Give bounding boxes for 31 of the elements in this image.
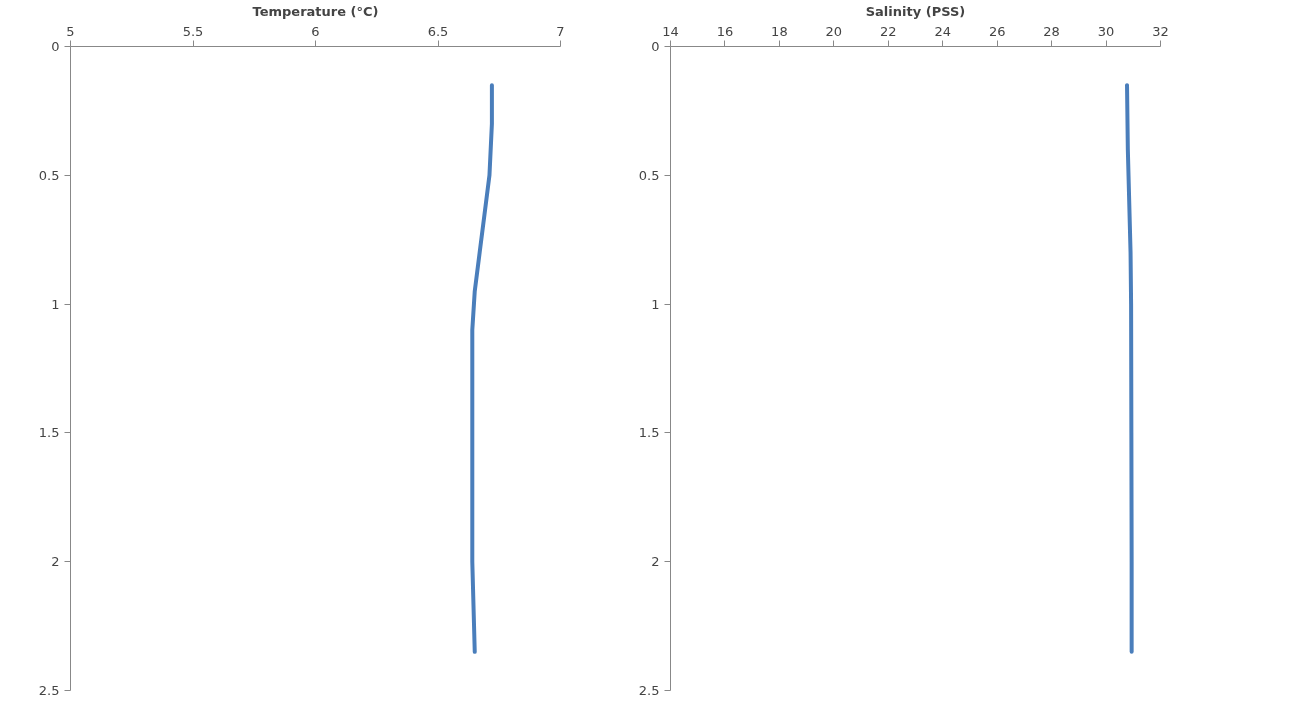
x-tick-label: 22 xyxy=(880,23,897,39)
y-tick-label: 1.5 xyxy=(638,425,660,441)
x-tick-label: 28 xyxy=(1043,23,1060,39)
x-tick-label: 6.5 xyxy=(427,23,449,39)
line-series xyxy=(1125,83,1134,654)
x-tick-label: 14 xyxy=(662,23,679,39)
y-tick-label: 1 xyxy=(651,296,660,312)
x-axis-title: Salinity (PSS) xyxy=(865,3,966,19)
x-tick-label: 5 xyxy=(66,23,75,39)
y-tick-label: 1 xyxy=(51,296,60,312)
x-tick-label: 18 xyxy=(771,23,788,39)
y-tick-label: 0 xyxy=(51,39,60,54)
y-tick-label: 0.5 xyxy=(38,167,60,183)
y-tick-label: 2.5 xyxy=(638,683,660,698)
y-tick-label: 0 xyxy=(651,39,660,54)
x-tick-label: 5.5 xyxy=(182,23,204,39)
x-tick-label: 30 xyxy=(1097,23,1115,39)
x-tick-label: 16 xyxy=(716,23,734,39)
line-series xyxy=(470,83,494,654)
x-tick-label: 24 xyxy=(934,23,951,39)
x-tick-label: 6 xyxy=(311,23,320,39)
x-tick-label: 7 xyxy=(556,23,565,39)
y-tick-label: 2.5 xyxy=(38,683,60,698)
x-tick-label: 26 xyxy=(988,23,1006,39)
x-axis-title: Temperature (°C) xyxy=(252,3,379,19)
x-tick-label: 32 xyxy=(1152,23,1169,39)
y-tick-label: 2 xyxy=(651,554,660,570)
x-tick-label: 20 xyxy=(825,23,843,39)
y-tick-label: 2 xyxy=(51,554,60,570)
y-tick-label: 0.5 xyxy=(638,167,660,183)
y-tick-label: 1.5 xyxy=(38,425,60,441)
